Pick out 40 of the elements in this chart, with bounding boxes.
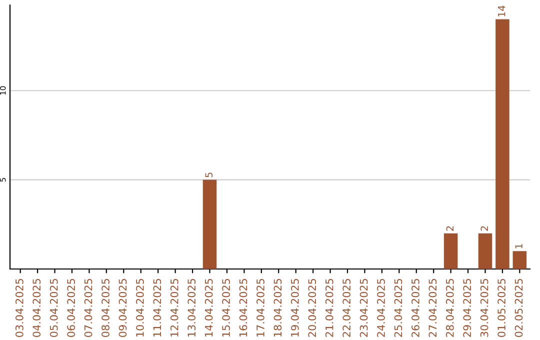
x-tick-label: 15.04.2025: [222, 278, 230, 337]
x-tick-label: 28.04.2025: [446, 278, 454, 337]
bar: [512, 251, 527, 269]
x-tick-label: 07.04.2025: [84, 278, 92, 337]
x-tick-label: 13.04.2025: [188, 278, 196, 337]
bar: [478, 233, 492, 269]
x-tick-label: 25.04.2025: [394, 278, 402, 337]
x-tick-label: 16.04.2025: [239, 278, 248, 337]
bar: [202, 180, 217, 269]
data-label: 2: [446, 226, 454, 231]
x-tick-label: 24.04.2025: [377, 278, 385, 337]
x-tick-label: 26.04.2025: [412, 278, 420, 337]
x-tick-label: 10.04.2025: [136, 278, 144, 337]
x-tick-label: 01.05.2025: [498, 278, 506, 337]
x-tick-label: 29.04.2025: [463, 278, 472, 337]
bar: [496, 19, 510, 269]
data-label: 2: [480, 226, 488, 231]
x-tick-label: 22.04.2025: [342, 278, 351, 337]
x-tick-label: 06.04.2025: [67, 278, 76, 337]
data-label: 14: [498, 6, 506, 16]
data-label: 1: [515, 244, 522, 248]
x-tick-label: 09.04.2025: [118, 278, 127, 337]
x-tick-label: 04.04.2025: [32, 278, 41, 337]
x-tick-label: 14.04.2025: [204, 278, 213, 337]
data-label: 5: [205, 172, 213, 178]
x-tick-label: 05.04.2025: [50, 278, 58, 337]
x-tick-label: 17.04.2025: [256, 278, 264, 337]
x-tick-label: 21.04.2025: [325, 278, 334, 337]
x-tick-label: 18.04.2025: [274, 278, 282, 337]
x-tick-label: 23.04.2025: [360, 278, 368, 337]
x-tick-label: 19.04.2025: [290, 278, 299, 337]
x-tick-label: 30.04.2025: [480, 278, 488, 337]
x-tick-label: 27.04.2025: [428, 278, 437, 337]
x-tick-label: 03.04.2025: [15, 278, 24, 337]
x-tick-label: 20.04.2025: [308, 278, 316, 337]
x-tick-label: 11.04.2025: [153, 278, 162, 337]
x-tick-label: 12.04.2025: [170, 278, 178, 337]
bar: [444, 233, 458, 269]
x-tick-label: 08.04.2025: [102, 278, 110, 337]
x-tick-label: 02.05.2025: [514, 278, 523, 337]
